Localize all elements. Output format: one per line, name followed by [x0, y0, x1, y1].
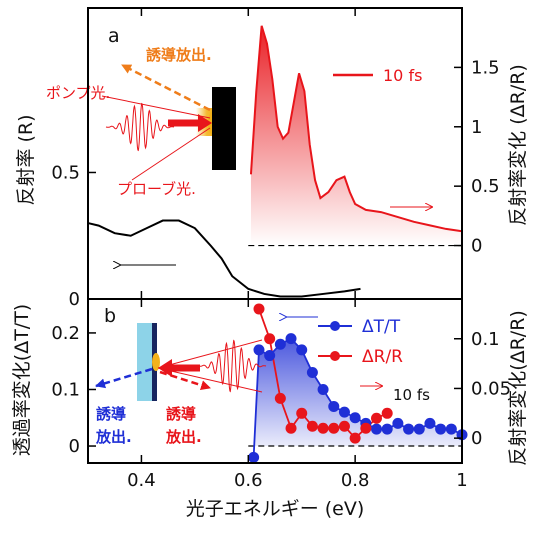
sample-glow-b — [152, 353, 160, 371]
b-series-0-point-10 — [349, 412, 361, 424]
b-series-0-point-3 — [274, 338, 286, 350]
pump-beam-line — [101, 95, 211, 119]
annotation-refl-emission-2: 放出. — [165, 428, 202, 446]
b-series-1-point-8 — [338, 420, 350, 432]
legend-dr-label: ΔR/R — [362, 347, 403, 367]
b-series-0-point-15 — [403, 423, 415, 435]
panel-a-fill — [250, 25, 462, 246]
b-series-0-point-18 — [435, 423, 447, 435]
pump-arrow-b-head — [158, 359, 172, 377]
a-yr-tick-label-3: 1.5 — [471, 57, 500, 78]
panel-a-inset: 誘導放出. ポンプ光. プローブ光. 10 fs — [46, 46, 432, 265]
b-series-1-point-7 — [328, 422, 340, 434]
annotation-trans-emission-1: 誘導 — [96, 405, 126, 423]
annotation-refl-emission-1: 誘導 — [166, 405, 196, 423]
probe-in-line — [131, 127, 211, 181]
b-x-tick-label-2: 0.8 — [341, 470, 370, 491]
a-right-axis-title: 反射率変化 (ΔR/R) — [507, 64, 529, 226]
b-series-1-point-11 — [371, 412, 383, 424]
b-series-0-point-9 — [338, 406, 350, 418]
a-left-axis-title: 反射率 (R) — [15, 114, 37, 205]
b-series-0-point-16 — [413, 423, 425, 435]
panel-a-letter: a — [108, 25, 120, 47]
probe-beam-b1 — [157, 339, 263, 369]
b-series-1-point-9 — [349, 432, 361, 444]
b-series-0-point-14 — [392, 417, 404, 429]
panel-a-lines — [87, 25, 463, 298]
x-axis-title: 光子エネルギー (eV) — [186, 498, 365, 520]
legend-dt-label: ΔT/T — [362, 317, 401, 337]
panel-b-markers — [248, 303, 468, 463]
a-yr-tick-label-0: 0 — [471, 236, 482, 257]
b-yl-tick-label-2: 0.2 — [51, 323, 80, 344]
annotation-pump: ポンプ光. — [46, 84, 110, 102]
panel-b-fill — [253, 338, 462, 458]
substrate-cyan — [137, 323, 153, 401]
annotation-probe: プローブ光. — [117, 180, 196, 198]
b-series-0-point-5 — [296, 344, 308, 356]
b-series-0-point-8 — [328, 400, 340, 412]
b-series-fill-0 — [253, 338, 462, 458]
a-yl-tick-label-0: 0 — [69, 289, 80, 310]
panel-a-ticks: 0 0.5 0 0.5 1 1.5 — [51, 8, 500, 310]
a-series-line-0 — [87, 219, 361, 298]
probe-beam-b2 — [157, 367, 263, 393]
b-series-0-point-19 — [445, 423, 457, 435]
panel-b-inset: 誘導 放出. 誘導 放出. ΔT/T ΔR/R 10 fs — [95, 317, 430, 446]
a-series-fill-1 — [250, 25, 462, 246]
reflected-emission-arrow — [159, 370, 211, 391]
panel-b-frame — [87, 298, 463, 464]
b-yr-tick-label-2: 0.1 — [471, 329, 500, 350]
b-series-1-point-12 — [381, 407, 393, 419]
annotation-trans-emission-2: 放出. — [95, 428, 132, 446]
sample-block — [212, 87, 236, 170]
b-series-1-point-3 — [285, 422, 297, 434]
b-x-tick-label-1: 0.6 — [234, 470, 263, 491]
b-x-tick-label-3: 1 — [456, 470, 467, 491]
b-series-1-point-1 — [264, 333, 276, 345]
legend-dr-marker — [330, 351, 340, 361]
b-series-0-point-1 — [253, 344, 265, 356]
b-series-1-point-5 — [306, 420, 318, 432]
b-series-0-point-12 — [371, 423, 383, 435]
legend-10fs-label: 10 fs — [383, 66, 422, 85]
a-yr-tick-label-2: 1 — [471, 117, 482, 138]
transmitted-emission-arrow — [95, 367, 153, 389]
annotation-stimulated-emission: 誘導放出. — [146, 46, 212, 64]
panel-b-ticks: 0.4 0.6 0.8 100.10.200.050.1 — [51, 299, 511, 491]
b-series-0-point-6 — [306, 367, 318, 379]
b-yl-tick-label-1: 0.1 — [51, 379, 80, 400]
b-series-1-point-2 — [274, 392, 286, 404]
b-left-axis-title: 透過率変化(ΔT/T) — [11, 304, 33, 456]
stimulated-emission-arrow — [121, 63, 211, 112]
b-series-1-point-10 — [360, 422, 372, 434]
b-yl-tick-label-0: 0 — [69, 436, 80, 457]
b-series-0-point-17 — [424, 417, 436, 429]
a-yl-tick-label-1: 0.5 — [51, 162, 80, 183]
a-yr-tick-label-1: 0.5 — [471, 176, 500, 197]
probe-pulse-waveform — [197, 339, 267, 393]
annotation-b-pulse: 10 fs — [393, 386, 430, 404]
b-yr-tick-label-1: 0.05 — [471, 378, 511, 399]
b-series-0-point-0 — [248, 451, 260, 463]
b-series-0-point-7 — [317, 383, 329, 395]
b-right-axis-title: 反射率変化(ΔR/R) — [507, 310, 529, 466]
pump-arrow-head — [198, 114, 212, 132]
b-x-tick-label-0: 0.4 — [127, 470, 156, 491]
b-series-0-point-13 — [381, 423, 393, 435]
b-series-1-point-4 — [296, 407, 308, 419]
b-series-1-point-6 — [317, 422, 329, 434]
b-yr-tick-label-0: 0 — [471, 428, 482, 449]
b-series-1-point-0 — [253, 303, 265, 315]
b-series-0-point-2 — [264, 350, 276, 362]
legend-dt-marker — [330, 321, 340, 331]
b-series-0-point-4 — [285, 333, 297, 345]
panel-b-letter: b — [104, 305, 116, 327]
pump-pulse-waveform — [105, 102, 175, 152]
a-series-line-1 — [249, 25, 463, 233]
